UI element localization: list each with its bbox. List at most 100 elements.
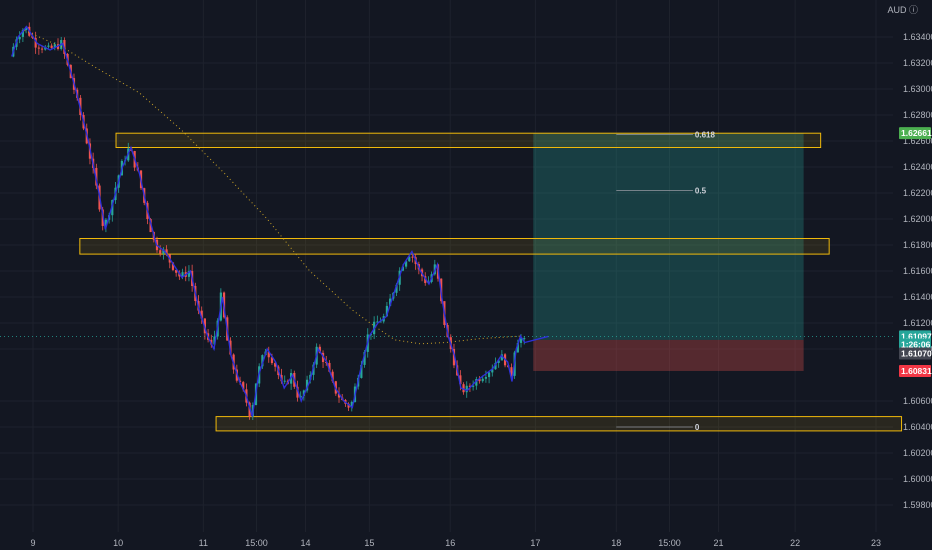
time-tick-label: 22: [790, 538, 800, 548]
candle-body: [404, 261, 408, 267]
candle-body: [337, 393, 341, 398]
candle-body: [24, 26, 28, 31]
candle-body: [494, 362, 497, 370]
middle-zone: [79, 238, 830, 255]
price-tick-label: 1.61400: [903, 292, 932, 302]
price-badge: [899, 347, 931, 360]
candle-body: [149, 219, 152, 233]
price-tick-label: 1.62400: [903, 162, 932, 172]
price-tick-label: 1.62000: [903, 214, 932, 224]
candle-body: [379, 321, 382, 323]
candle-body: [500, 354, 503, 361]
time-tick-label: 18: [611, 538, 621, 548]
price-tick-label: 1.62200: [903, 188, 932, 198]
price-tick-label: 1.63400: [903, 32, 932, 42]
price-badge: [899, 127, 931, 140]
price-tick-label: 1.63200: [903, 58, 932, 68]
time-tick-label: 9: [30, 538, 35, 548]
price-tick-label: 1.61600: [903, 266, 932, 276]
price-tick-label: 1.62600: [903, 136, 932, 146]
candle-body: [363, 351, 366, 365]
candle-body: [452, 349, 456, 366]
fib-label-0.5: 0.5: [695, 186, 707, 195]
candle-body: [497, 360, 500, 363]
time-tick-label: 10: [113, 538, 123, 548]
candle-body: [34, 37, 37, 48]
candle-body: [468, 385, 472, 387]
price-tick-label: 1.61800: [903, 240, 932, 250]
candle-body: [478, 379, 481, 382]
currency-label[interactable]: AUD ⓘ: [887, 5, 918, 15]
candle-body: [385, 305, 389, 317]
candle-body: [159, 250, 162, 254]
price-tick-label: 1.63000: [903, 84, 932, 94]
candle-body: [274, 363, 277, 367]
price-badge-label: 1:26:06: [901, 339, 931, 349]
price-line: [11, 25, 549, 417]
candle-body: [242, 382, 245, 390]
price-tick-label: 1.60600: [903, 396, 932, 406]
candle-body: [328, 362, 331, 372]
candle-body: [104, 219, 108, 226]
candle-body: [40, 48, 44, 50]
time-tick-label: 15:00: [658, 538, 681, 548]
candle-body: [181, 272, 184, 277]
candle-body: [37, 47, 40, 49]
candle-body: [165, 249, 168, 255]
candle-body: [487, 372, 491, 378]
candle-body: [484, 377, 487, 379]
fib-label-0.618: 0.618: [695, 131, 716, 140]
time-tick-label: 21: [713, 538, 723, 548]
target-zone: [533, 133, 804, 340]
candle-body: [347, 403, 350, 408]
candle-body: [175, 269, 178, 273]
candle-body: [395, 284, 398, 293]
price-badge: [899, 364, 931, 377]
candle-body: [187, 271, 191, 277]
candle-body: [462, 384, 465, 393]
candle-body: [213, 336, 216, 345]
candle-body: [350, 401, 353, 408]
time-tick-label: 15: [364, 538, 374, 548]
candle-body: [459, 375, 462, 385]
candle-body: [299, 395, 302, 398]
price-tick-label: 1.60000: [903, 474, 932, 484]
candle-body: [267, 351, 270, 358]
candle-body: [360, 364, 363, 378]
price-badge: [899, 338, 931, 351]
upper-zone: [115, 132, 822, 148]
candle-body: [270, 357, 274, 364]
candle-body: [318, 346, 321, 353]
candle-body: [516, 342, 519, 353]
time-tick-label: 14: [300, 538, 310, 548]
candle-body: [53, 44, 56, 48]
time-tick-label: 23: [871, 538, 881, 548]
stop-zone: [533, 339, 804, 371]
candle-body: [411, 256, 414, 258]
candle-body: [389, 298, 392, 306]
candle-body: [376, 321, 379, 323]
price-tick-label: 1.61200: [903, 318, 932, 328]
time-tick-label: 17: [530, 538, 540, 548]
candle-body: [475, 379, 478, 386]
candle-body: [21, 30, 24, 37]
candle-body: [47, 45, 50, 47]
price-badge-label: 1.60831: [901, 366, 932, 376]
candle-body: [200, 310, 203, 319]
price-badge-label: 1.61070: [901, 349, 932, 359]
candle-body: [296, 386, 299, 398]
candle-body: [523, 338, 526, 340]
candle-body: [408, 256, 411, 262]
candle-body: [162, 249, 165, 254]
candle-body: [171, 262, 175, 270]
candle-body: [510, 367, 513, 376]
candle-body: [50, 45, 53, 48]
price-badge-label: 1.62661: [901, 128, 932, 138]
candle-body: [519, 338, 523, 343]
candle-body: [18, 36, 21, 40]
candle-body: [472, 385, 475, 387]
candle-body: [401, 266, 404, 271]
price-tick-label: 1.60200: [903, 448, 932, 458]
